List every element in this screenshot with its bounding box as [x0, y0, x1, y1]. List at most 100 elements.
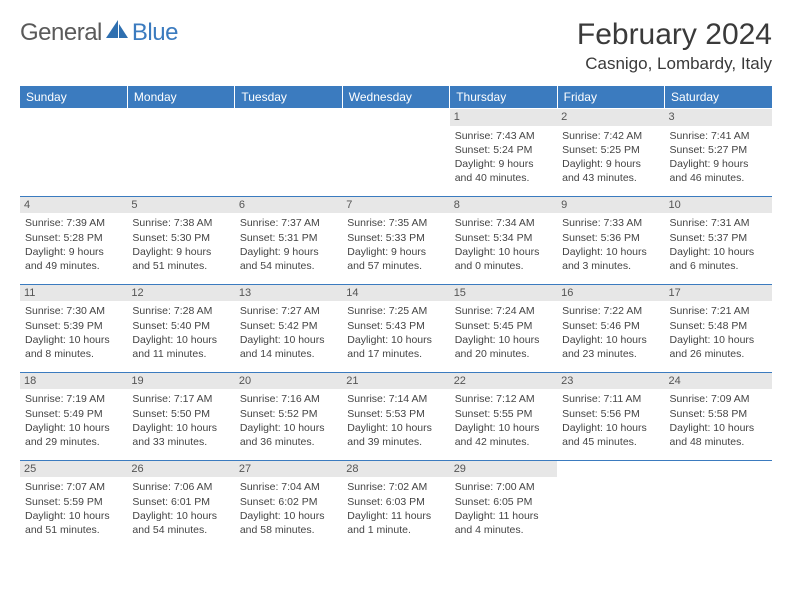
sunset-text: Sunset: 5:28 PM: [25, 231, 122, 245]
day-number: 1: [450, 109, 557, 126]
day-number: 14: [342, 285, 449, 302]
daylight-text: and 45 minutes.: [562, 435, 659, 449]
sunrise-text: Sunrise: 7:43 AM: [455, 129, 552, 143]
daylight-text: and 3 minutes.: [562, 259, 659, 273]
calendar-cell: 11Sunrise: 7:30 AMSunset: 5:39 PMDayligh…: [20, 284, 127, 372]
daylight-text: Daylight: 9 hours: [240, 245, 337, 259]
sunrise-text: Sunrise: 7:37 AM: [240, 216, 337, 230]
dow-tue: Tuesday: [235, 86, 342, 108]
sunset-text: Sunset: 5:37 PM: [670, 231, 767, 245]
calendar-cell: 14Sunrise: 7:25 AMSunset: 5:43 PMDayligh…: [342, 284, 449, 372]
calendar-table: Sunday Monday Tuesday Wednesday Thursday…: [20, 86, 772, 548]
sunset-text: Sunset: 5:43 PM: [347, 319, 444, 333]
calendar-cell: 24Sunrise: 7:09 AMSunset: 5:58 PMDayligh…: [665, 372, 772, 460]
day-number: 29: [450, 461, 557, 478]
calendar-cell: 28Sunrise: 7:02 AMSunset: 6:03 PMDayligh…: [342, 460, 449, 548]
calendar-cell: 12Sunrise: 7:28 AMSunset: 5:40 PMDayligh…: [127, 284, 234, 372]
calendar-cell: 13Sunrise: 7:27 AMSunset: 5:42 PMDayligh…: [235, 284, 342, 372]
sunrise-text: Sunrise: 7:38 AM: [132, 216, 229, 230]
sunrise-text: Sunrise: 7:11 AM: [562, 392, 659, 406]
daylight-text: and 58 minutes.: [240, 523, 337, 537]
sunset-text: Sunset: 6:01 PM: [132, 495, 229, 509]
logo-sail-icon: [104, 18, 130, 47]
daylight-text: and 17 minutes.: [347, 347, 444, 361]
sunset-text: Sunset: 5:52 PM: [240, 407, 337, 421]
calendar-cell: 6Sunrise: 7:37 AMSunset: 5:31 PMDaylight…: [235, 196, 342, 284]
daylight-text: and 46 minutes.: [670, 171, 767, 185]
sunset-text: Sunset: 5:56 PM: [562, 407, 659, 421]
day-number: 16: [557, 285, 664, 302]
daylight-text: and 23 minutes.: [562, 347, 659, 361]
sunrise-text: Sunrise: 7:12 AM: [455, 392, 552, 406]
calendar-body: 1Sunrise: 7:43 AMSunset: 5:24 PMDaylight…: [20, 108, 772, 548]
daylight-text: Daylight: 9 hours: [25, 245, 122, 259]
day-number: 20: [235, 373, 342, 390]
sunset-text: Sunset: 5:49 PM: [25, 407, 122, 421]
day-number: 18: [20, 373, 127, 390]
sunset-text: Sunset: 5:33 PM: [347, 231, 444, 245]
calendar-cell: 15Sunrise: 7:24 AMSunset: 5:45 PMDayligh…: [450, 284, 557, 372]
calendar-row: 18 Sunrise: 7:19 AMSunset: 5:49 PM Dayligh…: [20, 372, 772, 460]
daylight-text: and 36 minutes.: [240, 435, 337, 449]
calendar-cell: 17Sunrise: 7:21 AMSunset: 5:48 PMDayligh…: [665, 284, 772, 372]
daylight-text: Daylight: 9 hours: [670, 157, 767, 171]
daylight-text: Daylight: 10 hours: [240, 333, 337, 347]
daylight-text: Daylight: 11 hours: [455, 509, 552, 523]
day-number: 10: [665, 197, 772, 214]
dow-thu: Thursday: [450, 86, 557, 108]
sunset-text: Sunset: 6:03 PM: [347, 495, 444, 509]
sunset-text: Sunset: 5:39 PM: [25, 319, 122, 333]
sunset-text: Sunset: 5:30 PM: [132, 231, 229, 245]
sunset-text: Sunset: 5:50 PM: [132, 407, 229, 421]
sunrise-text: Sunrise: 7:07 AM: [25, 480, 122, 494]
location: Casnigo, Lombardy, Italy: [577, 54, 772, 74]
daylight-text: Daylight: 10 hours: [132, 509, 229, 523]
daylight-text: Daylight: 10 hours: [132, 421, 229, 435]
calendar-cell: 10Sunrise: 7:31 AMSunset: 5:37 PMDayligh…: [665, 196, 772, 284]
day-number: 25: [20, 461, 127, 478]
daylight-text: and 20 minutes.: [455, 347, 552, 361]
daylight-text: and 4 minutes.: [455, 523, 552, 537]
daylight-text: and 57 minutes.: [347, 259, 444, 273]
daylight-text: and 1 minute.: [347, 523, 444, 537]
sunrise-text: Sunrise: 7:39 AM: [25, 216, 122, 230]
sunrise-text: Sunrise: 7:42 AM: [562, 129, 659, 143]
daylight-text: and 11 minutes.: [132, 347, 229, 361]
daylight-text: Daylight: 9 hours: [347, 245, 444, 259]
calendar-cell: 21Sunrise: 7:14 AMSunset: 5:53 PMDayligh…: [342, 372, 449, 460]
daylight-text: Daylight: 10 hours: [670, 421, 767, 435]
daylight-text: Daylight: 9 hours: [455, 157, 552, 171]
dow-sun: Sunday: [20, 86, 127, 108]
day-number: 6: [235, 197, 342, 214]
sunrise-text: Sunrise: 7:06 AM: [132, 480, 229, 494]
sunset-text: Sunset: 5:25 PM: [562, 143, 659, 157]
daylight-text: Daylight: 9 hours: [132, 245, 229, 259]
daylight-text: Daylight: 10 hours: [25, 333, 122, 347]
sunrise-text: Sunrise: 7:34 AM: [455, 216, 552, 230]
calendar-row: 1Sunrise: 7:43 AMSunset: 5:24 PMDaylight…: [20, 108, 772, 196]
daylight-text: Daylight: 10 hours: [670, 333, 767, 347]
sunrise-text: Sunrise: 7:14 AM: [347, 392, 444, 406]
sunset-text: Sunset: 6:02 PM: [240, 495, 337, 509]
daylight-text: Daylight: 10 hours: [455, 421, 552, 435]
calendar-cell: 19Sunrise: 7:17 AMSunset: 5:50 PMDayligh…: [127, 372, 234, 460]
sunset-text: Sunset: 6:05 PM: [455, 495, 552, 509]
sunrise-text: Sunrise: 7:16 AM: [240, 392, 337, 406]
header: General Blue February 2024 Casnigo, Lomb…: [20, 18, 772, 74]
sunset-text: Sunset: 5:46 PM: [562, 319, 659, 333]
calendar-cell: 8Sunrise: 7:34 AMSunset: 5:34 PMDaylight…: [450, 196, 557, 284]
calendar-cell: 26Sunrise: 7:06 AMSunset: 6:01 PMDayligh…: [127, 460, 234, 548]
sunrise-text: Sunrise: 7:21 AM: [670, 304, 767, 318]
title-block: February 2024 Casnigo, Lombardy, Italy: [577, 18, 772, 74]
sunrise-text: Sunrise: 7:19 AM: [25, 392, 122, 406]
sunrise-text: Sunrise: 7:41 AM: [670, 129, 767, 143]
day-number: 13: [235, 285, 342, 302]
calendar-cell: 22Sunrise: 7:12 AMSunset: 5:55 PMDayligh…: [450, 372, 557, 460]
sunset-text: Sunset: 5:58 PM: [670, 407, 767, 421]
daylight-text: and 33 minutes.: [132, 435, 229, 449]
day-number: 12: [127, 285, 234, 302]
daylight-text: and 54 minutes.: [132, 523, 229, 537]
sunrise-text: Sunrise: 7:27 AM: [240, 304, 337, 318]
calendar-row: 11Sunrise: 7:30 AMSunset: 5:39 PMDayligh…: [20, 284, 772, 372]
sunrise-text: Sunrise: 7:04 AM: [240, 480, 337, 494]
